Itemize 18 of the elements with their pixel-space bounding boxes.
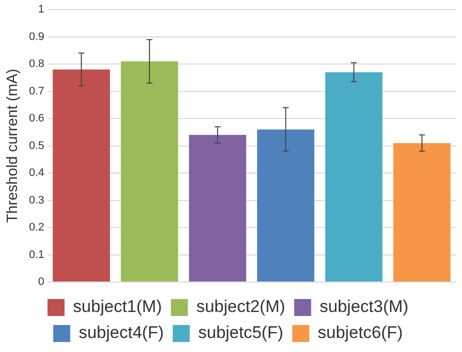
legend-label: subjetc6(F) (318, 323, 403, 342)
legend-label: subjetc5(F) (198, 323, 284, 342)
y-tick-label: 0.9 (28, 30, 44, 43)
legend-label: subject1(M) (73, 297, 162, 316)
y-tick-label: 0.2 (28, 222, 44, 234)
y-axis-title: Threshold current (mA) (4, 68, 22, 223)
y-tick-label: 0.4 (28, 167, 44, 180)
y-tick-label: 0.8 (28, 58, 44, 70)
y-tick-label: 0.5 (28, 140, 44, 152)
y-tick-label: 0.3 (28, 194, 44, 206)
y-tick-label: 0.1 (28, 248, 44, 261)
legend-label: subject2(M) (196, 297, 286, 316)
legend-label: subject3(M) (320, 297, 408, 316)
y-tick-label: 1 (38, 4, 44, 16)
y-tick-label: 0 (38, 276, 44, 288)
y-tick-label: 0.6 (28, 112, 44, 125)
y-tick-label: 0.7 (28, 85, 44, 98)
legend-label: subject4(F) (78, 323, 164, 342)
